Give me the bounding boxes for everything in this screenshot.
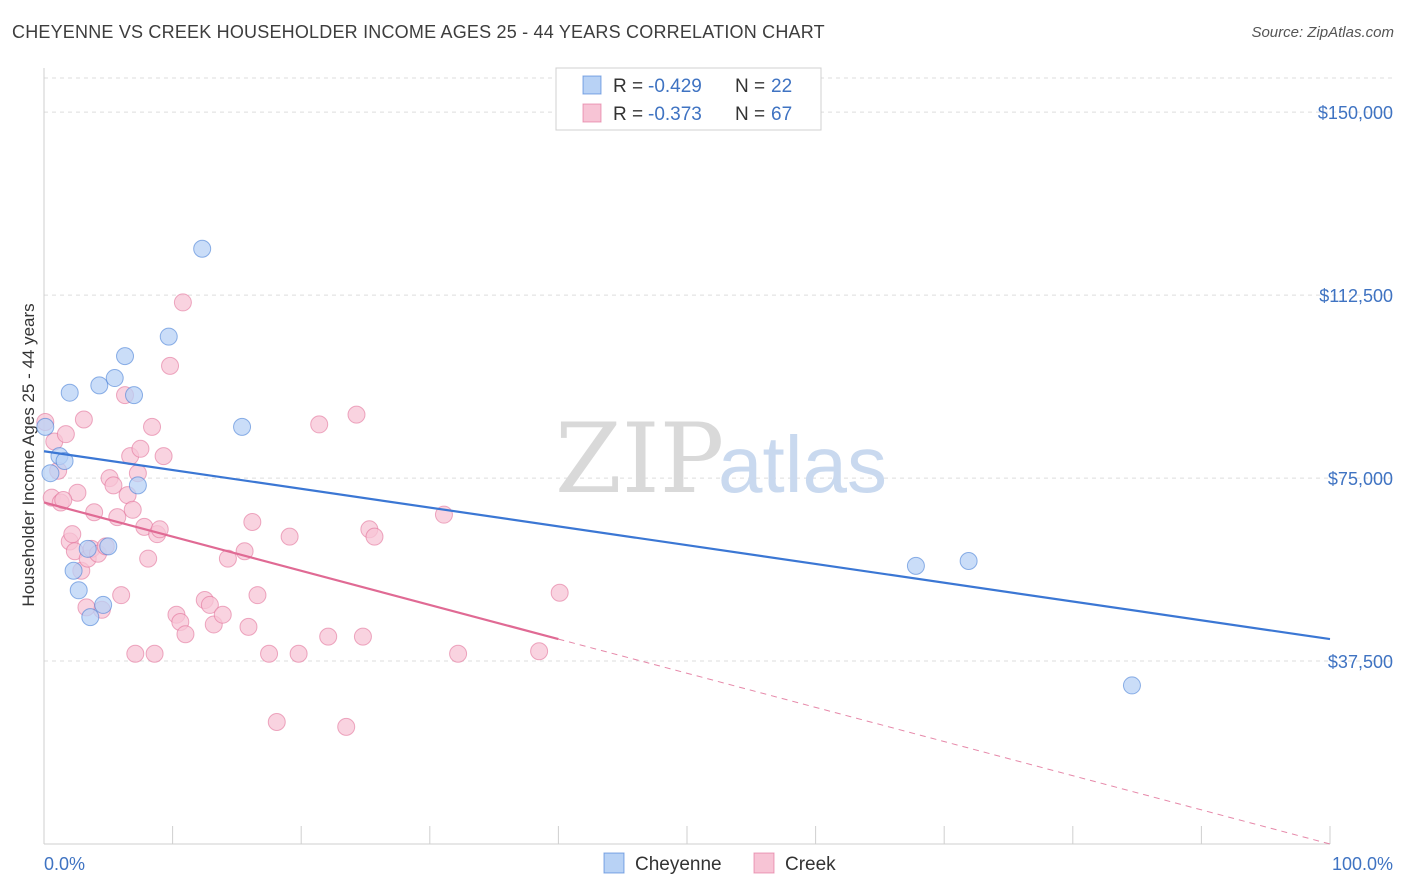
x-tick-min: 0.0% [44, 854, 85, 874]
creek-point-47 [239, 617, 258, 636]
bottom-legend-creek: Creek [785, 854, 836, 875]
cheyenne-point-10 [94, 595, 113, 614]
legend-r-creek: -0.373 [648, 104, 702, 125]
creek-point-32 [145, 644, 164, 663]
creek-point-64 [550, 583, 569, 602]
creek-point-26 [126, 644, 145, 663]
creek-point-30 [139, 549, 158, 568]
creek-point-49 [248, 586, 267, 605]
legend-swatch-creek [582, 103, 602, 123]
creek-point-54 [310, 415, 329, 434]
creek-point-53 [289, 644, 308, 663]
creek-point-35 [154, 447, 173, 466]
y-tick-label-1: $75,000 [1328, 469, 1393, 489]
bottom-legend-swatch-cheyenne [603, 852, 625, 874]
y-tick-label-3: $150,000 [1318, 103, 1393, 123]
cheyenne-points [36, 239, 1141, 695]
cheyenne-point-15 [128, 476, 147, 495]
cheyenne-point-1 [41, 464, 60, 483]
creek-point-21 [112, 586, 131, 605]
creek-point-60 [365, 527, 384, 546]
watermark-atlas: atlas [718, 420, 887, 509]
cheyenne-point-0 [36, 417, 55, 436]
bottom-legend-cheyenne: Cheyenne [635, 854, 722, 875]
cheyenne-point-21 [1122, 676, 1141, 695]
cheyenne-point-14 [125, 386, 144, 405]
creek-point-51 [267, 713, 286, 732]
watermark-zip: ZIP [555, 403, 724, 515]
creek-point-11 [74, 410, 93, 429]
bottom-legend-swatch-creek [753, 852, 775, 874]
cheyenne-point-7 [78, 539, 97, 558]
legend-n-creek: 67 [771, 104, 792, 125]
y-tick-labels: $37,500 $75,000 $112,500 $150,000 [1318, 103, 1393, 672]
creek-point-25 [123, 500, 142, 519]
creek-point-40 [176, 625, 195, 644]
y-axis-label: Householder Income Ages 25 - 44 years [19, 303, 38, 606]
legend-swatch-cheyenne [582, 75, 602, 95]
creek-point-5 [56, 425, 75, 444]
cheyenne-point-19 [906, 556, 925, 575]
cheyenne-trend-line [43, 450, 1331, 641]
cheyenne-point-6 [69, 581, 88, 600]
cheyenne-point-11 [99, 537, 118, 556]
cheyenne-point-3 [55, 452, 74, 470]
y-tick-label-0: $37,500 [1328, 652, 1393, 672]
creek-point-56 [337, 717, 356, 736]
y-tick-label-2: $112,500 [1319, 286, 1393, 306]
cheyenne-point-12 [105, 369, 124, 388]
creek-point-7 [63, 525, 82, 544]
cheyenne-point-17 [193, 239, 212, 258]
trend-lines [43, 450, 1331, 845]
creek-trend-line [43, 501, 559, 641]
axes [43, 68, 1331, 845]
creek-point-39 [173, 293, 192, 312]
creek-points [36, 293, 569, 736]
creek-point-28 [131, 439, 150, 458]
creek-point-31 [143, 417, 162, 436]
x-tick-labels: 0.0% 100.0% [44, 854, 1393, 874]
creek-point-58 [353, 627, 372, 646]
legend-r-cheyenne: -0.429 [648, 76, 702, 97]
creek-point-42 [200, 595, 219, 614]
bottom-legend: Cheyenne Creek [603, 852, 836, 875]
legend-n-label-creek: N = [735, 104, 765, 125]
top-legend: R = -0.429 N = 22 R = -0.373 N = 67 [555, 67, 822, 131]
creek-trend-extension [558, 638, 1331, 845]
creek-point-45 [218, 549, 237, 568]
cheyenne-point-20 [959, 552, 978, 571]
cheyenne-point-8 [81, 608, 100, 627]
cheyenne-point-18 [233, 417, 252, 436]
watermark: ZIP atlas [555, 403, 887, 515]
creek-point-52 [280, 527, 299, 546]
creek-point-9 [68, 483, 87, 502]
cheyenne-point-13 [116, 347, 135, 366]
creek-point-55 [319, 627, 338, 646]
legend-n-cheyenne: 22 [771, 76, 792, 97]
cheyenne-point-9 [90, 376, 109, 395]
creek-point-57 [347, 405, 366, 424]
legend-r-label-creek: R = [613, 104, 643, 125]
creek-point-62 [449, 644, 468, 663]
creek-point-63 [530, 642, 549, 661]
x-tick-max: 100.0% [1332, 854, 1393, 874]
creek-point-36 [161, 356, 180, 375]
cheyenne-point-5 [64, 561, 83, 580]
legend-n-label-cheyenne: N = [735, 76, 765, 97]
cheyenne-point-16 [159, 327, 178, 346]
source-label: Source: ZipAtlas.com [1251, 24, 1394, 41]
creek-point-44 [213, 605, 232, 624]
grid-lines [44, 77, 1394, 662]
creek-point-50 [260, 644, 279, 663]
cheyenne-point-4 [60, 383, 79, 402]
creek-point-19 [104, 476, 123, 495]
legend-r-label-cheyenne: R = [613, 76, 643, 97]
creek-point-48 [243, 512, 262, 531]
chart-title: CHEYENNE VS CREEK HOUSEHOLDER INCOME AGE… [12, 22, 825, 42]
